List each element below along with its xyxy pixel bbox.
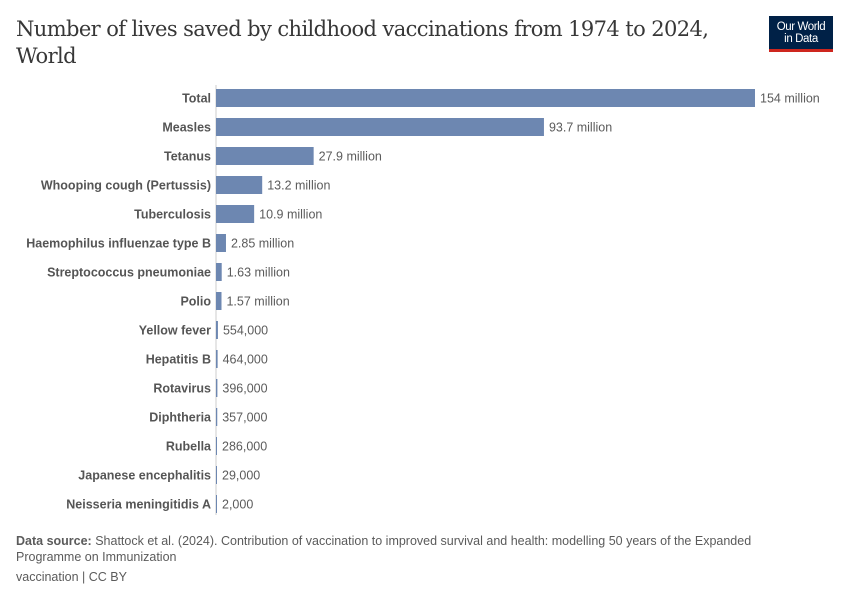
chart-title: Number of lives saved by childhood vacci… [16, 17, 709, 68]
category-label: Total [182, 92, 211, 106]
category-label: Haemophilus influenzae type B [26, 237, 211, 251]
value-label: 2,000 [222, 498, 253, 512]
value-label: 1.57 million [226, 295, 289, 309]
value-label: 29,000 [222, 469, 260, 483]
bar-chart: Total 154 million Measles 93.7 million Tetan… [26, 85, 820, 515]
value-label: 27.9 million [319, 150, 382, 164]
value-label: 286,000 [222, 440, 267, 454]
bar[interactable] [216, 89, 755, 107]
category-label: Yellow fever [139, 324, 211, 338]
bar[interactable] [216, 437, 218, 455]
owid-logo[interactable]: Our World in Data [769, 16, 833, 52]
license[interactable]: vaccination | CC BY [16, 570, 127, 584]
bar[interactable] [216, 379, 218, 397]
bar[interactable] [216, 408, 218, 426]
bar[interactable] [216, 176, 263, 194]
bar[interactable] [216, 205, 255, 223]
bar[interactable] [216, 321, 218, 339]
value-label: 154 million [760, 92, 820, 106]
category-label: Neisseria meningitidis A [66, 498, 211, 512]
category-label: Tetanus [164, 150, 211, 164]
bar[interactable] [216, 466, 217, 484]
bar[interactable] [216, 292, 222, 310]
bar[interactable] [216, 147, 314, 165]
category-label: Rotavirus [153, 382, 211, 396]
logo-line1: Our World [776, 20, 826, 33]
value-label: 2.85 million [231, 237, 294, 251]
bar[interactable] [216, 263, 222, 281]
value-label: 1.63 million [227, 266, 290, 280]
category-label: Measles [162, 121, 211, 135]
value-label: 357,000 [222, 411, 267, 425]
source-text: Shattock et al. (2024). Contribution of … [16, 534, 752, 564]
category-label: Hepatitis B [146, 353, 211, 367]
logo-line2: in Data [784, 32, 818, 45]
bar[interactable] [216, 350, 218, 368]
value-label: 464,000 [223, 353, 268, 367]
data-source: Data source: Shattock et al. (2024). Con… [16, 533, 816, 565]
category-label: Japanese encephalitis [78, 469, 211, 483]
value-label: 554,000 [223, 324, 268, 338]
value-label: 13.2 million [267, 179, 330, 193]
value-label: 10.9 million [259, 208, 322, 222]
category-label: Diphtheria [149, 411, 212, 425]
source-label: Data source: [16, 534, 92, 548]
category-label: Whooping cough (Pertussis) [41, 179, 211, 193]
bar[interactable] [216, 118, 544, 136]
bar[interactable] [216, 234, 226, 252]
value-label: 396,000 [222, 382, 267, 396]
category-label: Polio [180, 295, 211, 309]
category-label: Streptococcus pneumoniae [47, 266, 211, 280]
category-label: Rubella [166, 440, 212, 454]
bar[interactable] [216, 495, 217, 513]
value-label: 93.7 million [549, 121, 612, 135]
category-label: Tuberculosis [134, 208, 211, 222]
